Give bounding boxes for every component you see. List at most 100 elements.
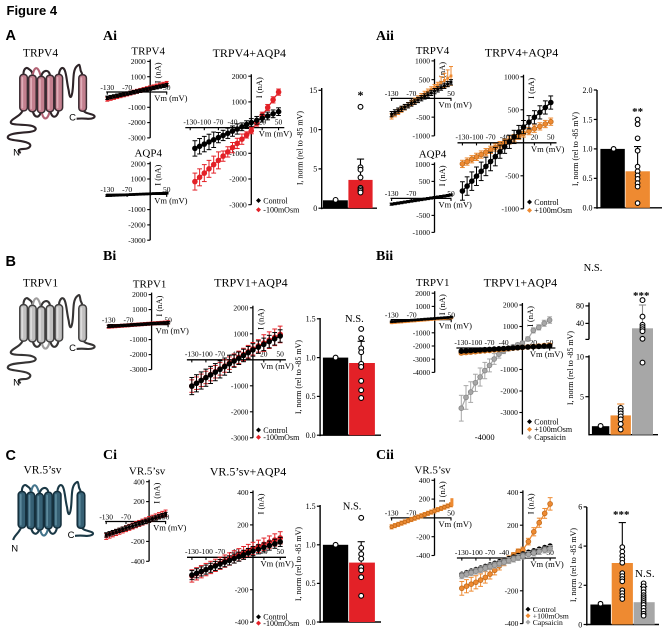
svg-text:-70: -70 (215, 350, 225, 359)
svg-text:2.0: 2.0 (583, 86, 593, 95)
svg-text:1000: 1000 (132, 305, 147, 314)
svg-text:TRPV1: TRPV1 (23, 278, 58, 290)
svg-text:2000: 2000 (503, 301, 518, 310)
svg-text:-2000: -2000 (500, 387, 518, 396)
svg-text:-1000: -1000 (229, 149, 247, 158)
svg-text:Capsaicin: Capsaicin (534, 433, 566, 442)
svg-text:-2000: -2000 (229, 175, 247, 184)
svg-text:-70: -70 (121, 512, 131, 521)
svg-text:20: 20 (531, 133, 539, 142)
svg-text:TRPV4: TRPV4 (23, 47, 58, 59)
svg-text:+100mOsm: +100mOsm (534, 425, 573, 434)
svg-text:-130: -130 (185, 350, 199, 359)
svg-text:-100: -100 (470, 133, 484, 142)
svg-text:-130: -130 (385, 189, 399, 198)
svg-text:-70: -70 (122, 185, 132, 194)
svg-text:400: 400 (419, 476, 431, 485)
svg-text:50: 50 (163, 185, 171, 194)
svg-text:2000: 2000 (131, 57, 146, 66)
svg-text:1.5: 1.5 (583, 115, 593, 124)
svg-text:VR.5’sv: VR.5’sv (129, 466, 166, 478)
svg-text:N: N (13, 378, 20, 389)
svg-text:-70: -70 (486, 133, 496, 142)
svg-text:200: 200 (419, 495, 431, 504)
svg-text:-130: -130 (385, 509, 399, 518)
svg-text:-400: -400 (416, 551, 430, 560)
svg-text:6: 6 (578, 503, 582, 512)
svg-text:1000: 1000 (503, 322, 518, 331)
svg-text:500: 500 (508, 105, 520, 114)
svg-text:TRPV4: TRPV4 (416, 45, 450, 57)
svg-text:-70: -70 (407, 310, 417, 319)
svg-text:TRPV4+AQP4: TRPV4+AQP4 (213, 46, 286, 60)
svg-text:I, norm (rel to -85 mV): I, norm (rel to -85 mV) (566, 331, 575, 406)
svg-text:I (nA): I (nA) (437, 62, 447, 83)
svg-text:50: 50 (276, 350, 284, 359)
svg-text:-40: -40 (499, 548, 509, 557)
svg-text:50: 50 (163, 83, 171, 92)
svg-text:VR.5’sv: VR.5’sv (414, 464, 451, 476)
svg-text:-70: -70 (485, 548, 495, 557)
svg-text:-130: -130 (183, 117, 197, 126)
svg-text:-70: -70 (215, 547, 225, 556)
svg-text:-400: -400 (131, 557, 145, 566)
svg-text:C: C (68, 530, 75, 541)
svg-text:-130: -130 (454, 338, 468, 347)
svg-text:I (nA): I (nA) (437, 481, 447, 502)
svg-text:2000: 2000 (132, 290, 147, 299)
svg-text:-200: -200 (131, 537, 145, 546)
svg-text:-3000: -3000 (500, 408, 518, 417)
svg-text:4: 4 (578, 542, 582, 551)
svg-text:1.0: 1.0 (306, 541, 316, 550)
svg-text:-3000: -3000 (128, 134, 146, 143)
svg-text:TRPV4+AQP4: TRPV4+AQP4 (485, 46, 558, 60)
svg-text:Control: Control (263, 613, 288, 622)
svg-text:+100mOsm: +100mOsm (533, 612, 569, 621)
svg-text:-130: -130 (455, 548, 469, 557)
svg-text:20: 20 (530, 338, 538, 347)
svg-text:-100: -100 (199, 547, 213, 556)
svg-text:-130: -130 (385, 89, 399, 98)
svg-text:TRPV1: TRPV1 (416, 277, 450, 289)
svg-text:-2000: -2000 (128, 221, 146, 230)
svg-text:-1000: -1000 (128, 205, 146, 214)
svg-text:-1000: -1000 (128, 103, 146, 112)
svg-text:-500: -500 (416, 113, 430, 122)
svg-text:1.0: 1.0 (306, 353, 316, 362)
svg-text:50: 50 (277, 547, 285, 556)
svg-text:-130: -130 (100, 185, 114, 194)
svg-text:500: 500 (419, 75, 431, 84)
svg-text:I (nA): I (nA) (255, 309, 265, 330)
svg-text:-100: -100 (469, 338, 483, 347)
svg-text:-500: -500 (416, 211, 430, 220)
svg-text:-70: -70 (213, 117, 223, 126)
svg-text:50: 50 (447, 509, 455, 518)
svg-text:Bi: Bi (103, 249, 116, 264)
svg-text:-2000: -2000 (128, 118, 146, 127)
svg-text:-2000: -2000 (413, 342, 431, 351)
svg-text:Vm (mV): Vm (mV) (153, 523, 186, 533)
svg-text:I, norm (rel to -85 mV): I, norm (rel to -85 mV) (294, 340, 303, 415)
svg-text:N.S.: N.S. (635, 568, 655, 580)
svg-text:-100mOsm: -100mOsm (263, 433, 300, 442)
svg-text:Vm (mV): Vm (mV) (261, 558, 294, 568)
svg-text:0: 0 (578, 620, 582, 629)
svg-text:-1000: -1000 (413, 328, 431, 337)
svg-text:-70: -70 (406, 509, 416, 518)
svg-text:-70: -70 (124, 315, 134, 324)
svg-text:2: 2 (578, 581, 582, 590)
svg-text:TRPV1+AQP4: TRPV1+AQP4 (484, 276, 557, 290)
svg-text:AQP4: AQP4 (419, 148, 447, 160)
svg-text:-200: -200 (416, 532, 430, 541)
svg-text:N.S.: N.S. (343, 502, 362, 513)
svg-text:-200: -200 (235, 585, 249, 594)
svg-text:-4000: -4000 (475, 432, 495, 442)
svg-text:-130: -130 (456, 133, 470, 142)
svg-text:40: 40 (576, 319, 584, 328)
svg-text:2000: 2000 (415, 289, 430, 298)
svg-text:-70: -70 (485, 338, 495, 347)
svg-text:TRPV1+AQP4: TRPV1+AQP4 (214, 276, 287, 290)
svg-text:-130: -130 (385, 310, 399, 319)
svg-text:-100mOsm: -100mOsm (263, 619, 300, 628)
svg-text:Vm (mV): Vm (mV) (531, 144, 564, 154)
